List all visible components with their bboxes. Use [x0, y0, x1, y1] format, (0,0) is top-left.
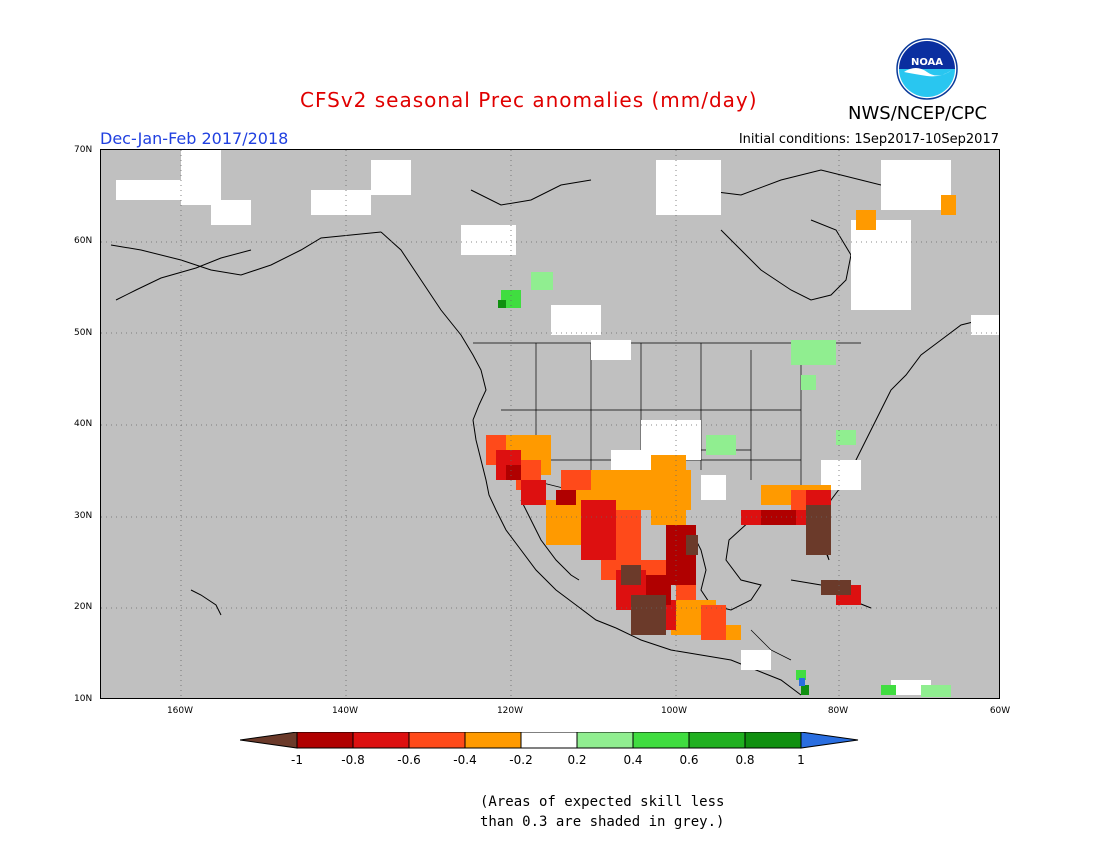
colorbar-label-m08: -0.8	[341, 753, 365, 767]
central-america-coast	[615, 627, 802, 696]
map-background	[101, 150, 999, 698]
skill-note-line-1: (Areas of expected skill less	[480, 794, 725, 810]
wet-anomaly-strong	[498, 300, 809, 695]
colorbar-label-06: 0.6	[679, 753, 699, 767]
graticule	[101, 150, 999, 698]
arctic-coast-1	[470, 179, 592, 206]
lat-label-40n: 40N	[74, 419, 93, 429]
west-coast	[472, 419, 617, 629]
colorbar-label-02: 0.2	[567, 753, 587, 767]
lon-label-160w: 160W	[166, 706, 194, 716]
hawaii-coast	[190, 589, 222, 616]
dry-anomaly-extreme	[621, 505, 851, 635]
noaa-logo: NOAA	[896, 38, 958, 100]
colorbar-label-1: 1	[797, 753, 805, 767]
lon-label-140w: 140W	[331, 706, 359, 716]
lat-label-20n: 20N	[74, 602, 93, 612]
lat-label-10n: 10N	[74, 694, 93, 704]
colorbar-arrow-left	[240, 732, 298, 749]
lat-label-70n: 70N	[74, 145, 93, 155]
wet-anomaly-max	[799, 678, 805, 686]
colorbar-segment	[576, 732, 634, 749]
colorbar-segment	[296, 732, 354, 749]
neutral-anomaly-regions	[116, 150, 999, 695]
colorbar-label-m02: -0.2	[509, 753, 533, 767]
skill-note: (Areas of expected skill less than 0.3 a…	[480, 792, 724, 832]
initial-conditions-label: Initial conditions: 1Sep2017-10Sep2017	[738, 132, 999, 147]
colorbar-segment	[408, 732, 466, 749]
lon-label-60w: 60W	[989, 706, 1011, 716]
lat-label-60n: 60N	[74, 236, 93, 246]
alaska-coast	[110, 231, 382, 276]
colorbar-segment	[520, 732, 578, 749]
colorbar-label-m04: -0.4	[453, 753, 477, 767]
skill-note-line-2: than 0.3 are shaded in grey.)	[480, 814, 725, 830]
logo-text: NOAA	[911, 57, 943, 68]
wet-anomaly-light	[531, 272, 951, 697]
lat-label-30n: 30N	[74, 511, 93, 521]
lon-label-100w: 100W	[660, 706, 688, 716]
colorbar-label-m06: -0.6	[397, 753, 421, 767]
aleutian-coast	[115, 249, 252, 301]
lon-label-80w: 80W	[827, 706, 849, 716]
colorbar-segment	[632, 732, 690, 749]
colorbar	[240, 732, 859, 749]
map-title: CFSv2 seasonal Prec anomalies (mm/day)	[300, 88, 758, 112]
organization-label: NWS/NCEP/CPC	[848, 103, 988, 124]
east-coast	[800, 317, 999, 561]
baja-coast	[520, 499, 580, 581]
map-panel	[100, 149, 1000, 699]
lon-label-120w: 120W	[496, 706, 524, 716]
map-svg	[101, 150, 999, 698]
colorbar-segment	[688, 732, 746, 749]
colorbar-segment	[352, 732, 410, 749]
lat-label-50n: 50N	[74, 328, 93, 338]
colorbar-label-04: 0.4	[623, 753, 643, 767]
bc-coast	[380, 231, 487, 421]
season-label: Dec-Jan-Feb 2017/2018	[100, 129, 289, 148]
colorbar-arrow-right	[800, 732, 859, 749]
colorbar-segment	[744, 732, 802, 749]
colorbar-segment	[464, 732, 522, 749]
colorbar-label-m1: -1	[291, 753, 303, 767]
hudson-bay	[720, 219, 852, 301]
colorbar-label-08: 0.8	[735, 753, 755, 767]
